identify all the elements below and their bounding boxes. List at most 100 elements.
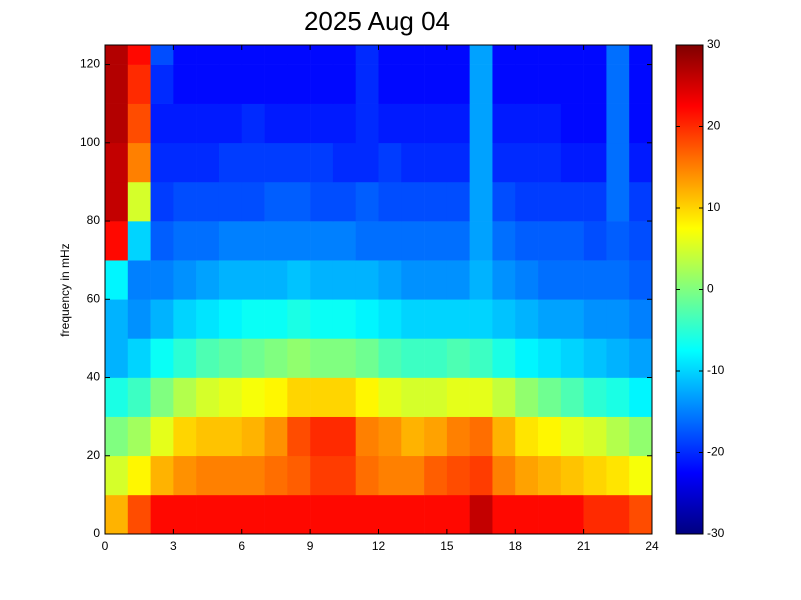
heatmap-cell: [127, 377, 151, 417]
heatmap-cell: [355, 45, 379, 65]
heatmap-cell: [287, 45, 311, 65]
heatmap-cell: [401, 338, 425, 378]
heatmap-cell: [401, 103, 425, 144]
heatmap-cell: [378, 494, 402, 535]
heatmap-cell: [287, 338, 311, 378]
heatmap-cell: [196, 64, 220, 104]
heatmap-cell: [469, 260, 493, 300]
heatmap-cell: [150, 103, 174, 144]
heatmap-cell: [446, 103, 470, 144]
heatmap-cell: [583, 338, 607, 378]
heatmap-cell: [287, 494, 311, 535]
heatmap-cell: [287, 416, 311, 457]
heatmap-cell: [173, 416, 197, 457]
heatmap-cell: [629, 338, 653, 378]
heatmap-cell: [150, 260, 174, 300]
heatmap-cell: [218, 377, 243, 417]
colorbar-tick-label: 20: [707, 119, 721, 133]
heatmap-cell: [401, 142, 425, 183]
heatmap-cell: [538, 494, 562, 535]
heatmap-cell: [332, 494, 357, 535]
heatmap-cell: [378, 377, 402, 417]
heatmap-cell: [218, 103, 243, 144]
heatmap-cell: [173, 64, 197, 104]
heatmap-cell: [515, 416, 539, 457]
heatmap-cell: [424, 103, 448, 144]
heatmap-cell: [560, 45, 584, 65]
heatmap-cell: [287, 260, 311, 300]
heatmap-cell: [241, 377, 265, 417]
heatmap-cell: [446, 494, 470, 535]
heatmap-cell: [583, 103, 607, 144]
heatmap-cell: [241, 299, 265, 339]
heatmap-cell: [583, 377, 607, 417]
heatmap-cell: [583, 142, 607, 183]
heatmap-cell: [629, 455, 653, 496]
heatmap-cell: [538, 45, 562, 65]
heatmap-cell: [355, 142, 379, 183]
heatmap-cell: [492, 64, 516, 104]
heatmap-cell: [469, 416, 493, 457]
heatmap-cell: [196, 416, 220, 457]
heatmap-cell: [218, 338, 243, 378]
heatmap-cell: [150, 455, 174, 496]
heatmap-cell: [560, 377, 584, 417]
heatmap-cell: [264, 416, 288, 457]
heatmap-cell: [310, 494, 334, 535]
heatmap-cell: [538, 260, 562, 300]
heatmap-cell: [538, 338, 562, 378]
x-tick-label: 12: [372, 539, 386, 553]
heatmap-cell: [560, 299, 584, 339]
heatmap-cell: [105, 299, 129, 339]
heatmap-cell: [150, 45, 174, 65]
heatmap-cell: [241, 142, 265, 183]
heatmap-cell: [469, 455, 493, 496]
heatmap-cell: [378, 221, 402, 261]
heatmap-cell: [446, 142, 470, 183]
heatmap-cell: [196, 45, 220, 65]
heatmap-cell: [105, 64, 129, 104]
heatmap-cell: [560, 494, 584, 535]
heatmap-cell: [424, 181, 448, 222]
heatmap-cell: [401, 299, 425, 339]
heatmap-cell: [606, 221, 630, 261]
heatmap-cell: [401, 45, 425, 65]
y-axis-label: frequency in mHz: [58, 243, 72, 336]
heatmap-cell: [332, 377, 357, 417]
heatmap-cell: [218, 64, 243, 104]
heatmap-cell: [515, 181, 539, 222]
heatmap-cell: [332, 299, 357, 339]
heatmap-cell: [241, 221, 265, 261]
y-tick-label: 60: [87, 291, 101, 305]
heatmap-cell: [287, 181, 311, 222]
heatmap-cell: [105, 338, 129, 378]
heatmap-cell: [515, 494, 539, 535]
heatmap-cell: [105, 103, 129, 144]
heatmap-cell: [469, 45, 493, 65]
y-tick-label: 80: [87, 213, 101, 227]
heatmap-cell: [446, 416, 470, 457]
heatmap-cell: [127, 338, 151, 378]
heatmap-cell: [538, 221, 562, 261]
heatmap-cell: [332, 221, 357, 261]
heatmap-cell: [127, 260, 151, 300]
heatmap-cell: [332, 45, 357, 65]
x-tick-label: 3: [170, 539, 177, 553]
heatmap-cell: [492, 299, 516, 339]
heatmap-cell: [105, 416, 129, 457]
heatmap-cell: [355, 299, 379, 339]
heatmap-cell: [492, 221, 516, 261]
chart-title: 2025 Aug 04: [304, 6, 450, 36]
heatmap-cell: [310, 45, 334, 65]
heatmap-cell: [127, 103, 151, 144]
heatmap-cell: [515, 103, 539, 144]
heatmap-cell: [196, 338, 220, 378]
heatmap-cell: [150, 64, 174, 104]
heatmap-cell: [401, 377, 425, 417]
heatmap-cell: [218, 260, 243, 300]
heatmap-cell: [629, 299, 653, 339]
y-tick-label: 40: [87, 370, 101, 384]
heatmap-cell: [150, 181, 174, 222]
heatmap-cell: [127, 181, 151, 222]
